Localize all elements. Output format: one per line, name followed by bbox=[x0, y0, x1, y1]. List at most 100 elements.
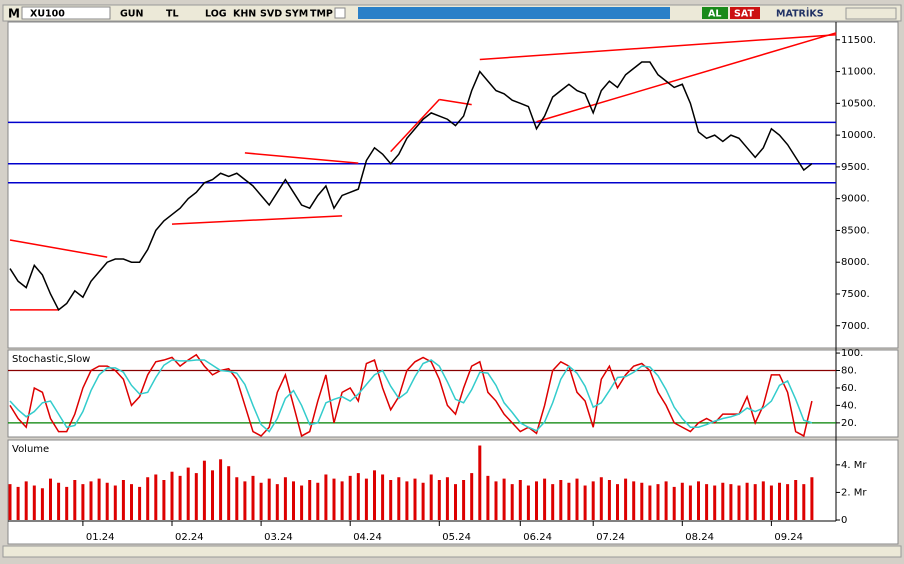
volume-bar bbox=[332, 478, 336, 520]
volume-bar bbox=[275, 484, 279, 520]
volume-bar bbox=[567, 482, 571, 520]
y-tick-label: 80. bbox=[841, 366, 857, 377]
volume-bar bbox=[356, 473, 360, 520]
symbol-box[interactable] bbox=[21, 6, 111, 20]
volume-bar bbox=[721, 482, 725, 520]
volume-bar bbox=[688, 485, 692, 520]
volume-bar bbox=[324, 474, 328, 520]
volume-bar bbox=[486, 475, 490, 520]
sell-label[interactable]: SAT bbox=[734, 9, 754, 20]
toolbar-button[interactable]: KHN bbox=[233, 9, 256, 20]
volume-bar bbox=[340, 481, 344, 520]
volume-bar bbox=[32, 485, 36, 520]
volume-bar bbox=[786, 484, 790, 520]
volume-bar bbox=[802, 484, 806, 520]
volume-bar bbox=[81, 484, 85, 520]
volume-bar bbox=[737, 485, 741, 520]
x-tick-label: 04.24 bbox=[353, 532, 382, 543]
volume-bar bbox=[437, 480, 441, 520]
y-tick-label: 10500. bbox=[841, 98, 876, 109]
y-tick-label: 7000. bbox=[841, 321, 870, 332]
volume-bar bbox=[397, 477, 401, 520]
symbol[interactable]: XU100 bbox=[30, 9, 65, 20]
x-tick-label: 03.24 bbox=[264, 532, 293, 543]
volume-bar bbox=[154, 474, 158, 520]
volume-bar bbox=[16, 486, 20, 520]
volume-bar bbox=[510, 484, 514, 520]
volume-bar bbox=[40, 488, 44, 520]
toolbar-button[interactable]: SYM bbox=[285, 9, 308, 20]
y-tick-label: 8500. bbox=[841, 225, 870, 236]
volume-bar bbox=[146, 477, 150, 520]
volume-bar bbox=[526, 485, 530, 520]
volume-bar bbox=[697, 481, 700, 520]
volume-bar bbox=[283, 477, 287, 520]
volume-bar bbox=[202, 460, 206, 520]
buy-button[interactable] bbox=[702, 7, 728, 19]
volume-bar bbox=[551, 484, 555, 520]
volume-bar bbox=[761, 481, 765, 520]
volume-bar bbox=[243, 481, 247, 520]
period[interactable]: GUN bbox=[120, 9, 144, 20]
toolbar-button[interactable]: TMP bbox=[310, 9, 333, 20]
volume-bar bbox=[364, 478, 368, 520]
toolbar-button[interactable]: SVD bbox=[260, 9, 282, 20]
volume-bar bbox=[462, 480, 466, 520]
x-tick-label: 01.24 bbox=[86, 532, 115, 543]
volume-bar bbox=[648, 485, 652, 520]
x-tick-label: 09.24 bbox=[774, 532, 803, 543]
volume-bar bbox=[113, 485, 117, 520]
volume-bar bbox=[389, 480, 393, 520]
logo: M bbox=[8, 7, 20, 21]
sell-button[interactable] bbox=[730, 7, 760, 19]
volume-bar bbox=[454, 484, 457, 520]
volume-bar bbox=[794, 480, 798, 520]
volume-bar bbox=[24, 481, 28, 520]
scrollbar[interactable] bbox=[2, 545, 902, 558]
volume-bar bbox=[632, 481, 636, 520]
y-tick-label: 0 bbox=[841, 515, 847, 526]
volume-bar bbox=[130, 484, 133, 520]
volume-bar bbox=[267, 478, 271, 520]
y-tick-label: 11500. bbox=[841, 35, 876, 46]
currency[interactable]: TL bbox=[166, 9, 179, 20]
volume-bar bbox=[810, 477, 814, 520]
volume-bar bbox=[624, 478, 628, 520]
volume-bar bbox=[348, 475, 352, 520]
volume-bar bbox=[170, 471, 174, 520]
series-line bbox=[9, 61, 813, 312]
x-tick-label: 08.24 bbox=[685, 532, 714, 543]
info-bar bbox=[358, 7, 670, 19]
brand: MATRİKS bbox=[776, 9, 824, 20]
volume-bar bbox=[599, 477, 603, 520]
toolbar-button[interactable]: LOG bbox=[205, 9, 227, 20]
volume-bar bbox=[186, 467, 190, 520]
volume-bar bbox=[769, 485, 773, 520]
volume-bar bbox=[664, 481, 668, 520]
volume-bar bbox=[745, 482, 749, 520]
volume-bar bbox=[583, 485, 587, 520]
volume-bar bbox=[73, 480, 77, 520]
trend-line bbox=[390, 99, 440, 153]
volume-bar bbox=[259, 482, 263, 520]
y-tick-label: 9000. bbox=[841, 194, 870, 205]
volume-bar bbox=[292, 481, 295, 520]
volume-bar bbox=[445, 477, 449, 520]
volume-bar bbox=[227, 466, 231, 520]
buy-label[interactable]: AL bbox=[708, 9, 721, 20]
trend-line bbox=[536, 32, 837, 123]
volume-bar bbox=[219, 459, 223, 520]
volume-bar bbox=[381, 474, 385, 520]
volume-bar bbox=[57, 482, 61, 520]
window-buttons[interactable] bbox=[845, 7, 897, 20]
dropdown[interactable] bbox=[334, 7, 346, 19]
y-tick-label: 4. Mr bbox=[841, 460, 867, 471]
volume-bar bbox=[656, 484, 660, 520]
volume-bar bbox=[211, 470, 214, 520]
volume-bar bbox=[494, 481, 498, 520]
volume-bar bbox=[713, 485, 717, 520]
trend-line bbox=[479, 33, 837, 61]
panel-title: Volume bbox=[12, 444, 49, 455]
y-tick-label: 7500. bbox=[841, 289, 870, 300]
